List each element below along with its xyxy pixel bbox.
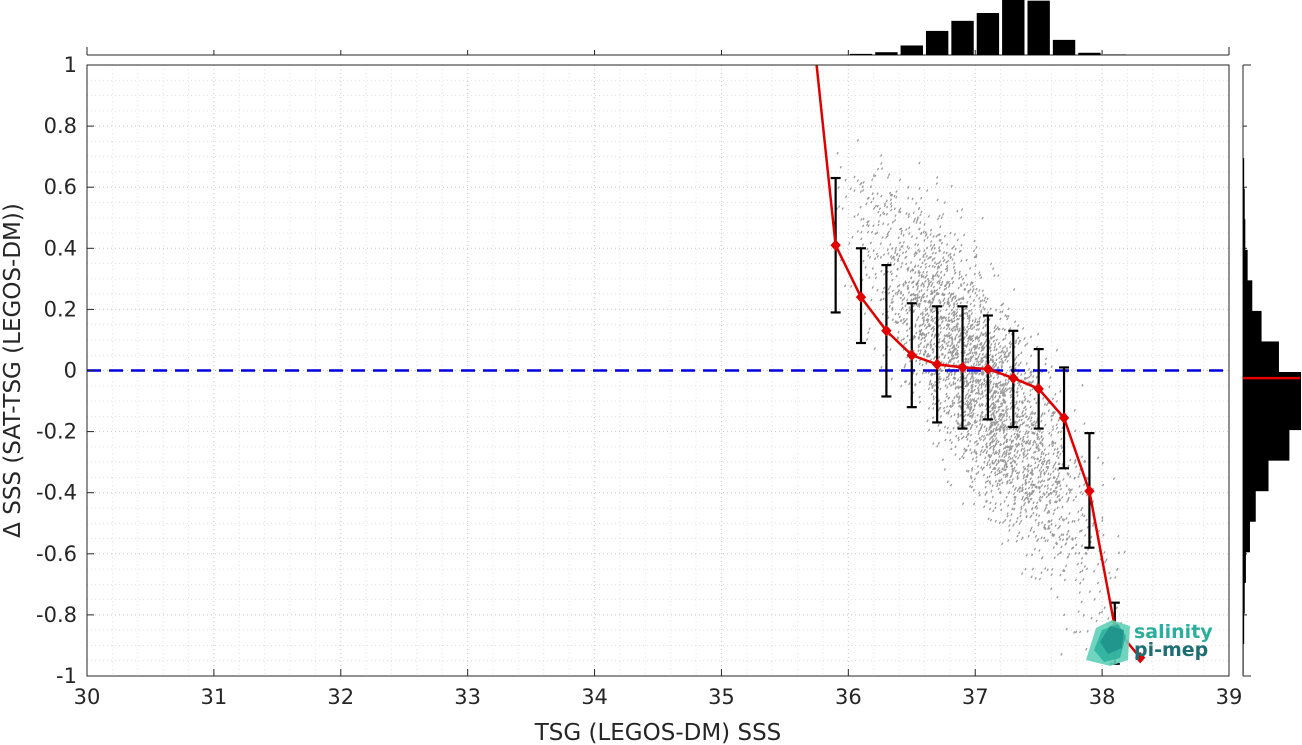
y-axis-ticks: -1 -0.8 -0.6 -0.4 -0.2 0 0.2 0.4 0.6 0.8 1 [36, 53, 94, 688]
y-axis-label: Δ SSS (SAT-TSG (LEGOS-DM)) [0, 203, 26, 538]
y-tick-label: 0.4 [44, 236, 77, 260]
mean-marker [931, 358, 943, 371]
top-histogram [86, 0, 1230, 56]
mean-marker [1135, 651, 1146, 664]
x-tick-label: 36 [835, 685, 862, 709]
y-tick-label: -0.4 [36, 481, 77, 505]
y-tick-label: -1 [56, 664, 77, 688]
y-tick-label: 1 [64, 53, 77, 77]
top-hist-bar [900, 45, 923, 55]
y-tick-label: 0.8 [44, 114, 77, 138]
mean-marker [881, 325, 892, 337]
right-hist-bar [1243, 158, 1245, 217]
x-tick-label: 33 [454, 685, 481, 709]
scatter-cloud [835, 138, 1126, 656]
top-hist-bar [1002, 0, 1025, 55]
x-tick-label: 34 [581, 685, 608, 709]
y-tick-label: -0.6 [36, 542, 77, 566]
x-tick-label: 37 [962, 685, 989, 709]
x-tick-label: 38 [1089, 685, 1116, 709]
right-hist-bar [1243, 616, 1244, 675]
mean-marker [1058, 412, 1070, 424]
y-tick-label: -0.8 [36, 603, 77, 627]
right-hist-bar [1243, 280, 1253, 339]
right-histogram [1242, 64, 1301, 677]
mean-marker [1033, 383, 1044, 395]
x-axis-ticks: 30 31 32 33 34 35 36 37 38 39 [74, 669, 1243, 709]
x-axis-label: TSG (LEGOS-DM) SSS [534, 720, 782, 745]
mean-marker [957, 361, 968, 374]
mean-marker [906, 349, 917, 361]
top-hist-bar [1027, 0, 1050, 55]
top-hist-bar [951, 20, 974, 55]
x-tick-label: 35 [708, 685, 735, 709]
salinity-pi-mep-logo: salinity pi-mep [1086, 620, 1213, 666]
top-hist-bar [1078, 52, 1101, 55]
y-tick-label: 0 [64, 359, 77, 383]
logo-mark-icon [1086, 620, 1130, 666]
logo-text-pi-mep: pi-mep [1134, 639, 1208, 661]
logo-text-salinity: salinity [1134, 621, 1213, 643]
mean-marker [830, 239, 841, 251]
x-tick-label: 32 [327, 685, 354, 709]
right-hist-bar [1243, 524, 1246, 583]
mean-marker [982, 363, 994, 375]
top-hist-bar [925, 30, 949, 55]
top-hist-bar [976, 13, 1000, 55]
top-hist-bar [1103, 54, 1126, 55]
mean-marker [855, 291, 867, 303]
y-tick-label: -0.2 [36, 420, 77, 444]
right-hist-bar [1243, 219, 1246, 278]
x-tick-label: 30 [74, 685, 101, 709]
x-tick-label: 39 [1216, 685, 1243, 709]
right-hist-bar [1243, 249, 1248, 308]
x-tick-label: 31 [201, 685, 228, 709]
binned-mean-line [815, 64, 1142, 659]
right-hist-bar [1243, 555, 1245, 614]
right-hist-bar [1243, 585, 1245, 644]
top-hist-bar [849, 53, 873, 55]
mean-marker [1084, 485, 1095, 497]
y-tick-label: 0.6 [44, 175, 77, 199]
scatter-points [835, 138, 1126, 656]
top-hist-bar [1052, 39, 1076, 55]
y-tick-label: 0.2 [44, 297, 77, 321]
mean-marker [1008, 372, 1019, 384]
right-hist-bar [1243, 494, 1250, 553]
right-hist-bar [1243, 188, 1245, 247]
top-hist-bar [875, 52, 898, 55]
